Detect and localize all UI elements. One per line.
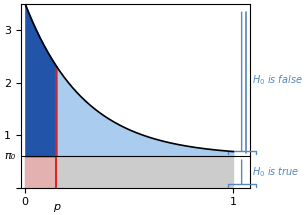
Text: π₀: π₀	[5, 151, 16, 161]
Text: $H_0$ is false: $H_0$ is false	[252, 73, 303, 87]
Text: p: p	[53, 202, 60, 212]
Text: some cut-off
p-value: some cut-off p-value	[0, 214, 1, 215]
Text: $H_0$ is true: $H_0$ is true	[252, 165, 300, 179]
